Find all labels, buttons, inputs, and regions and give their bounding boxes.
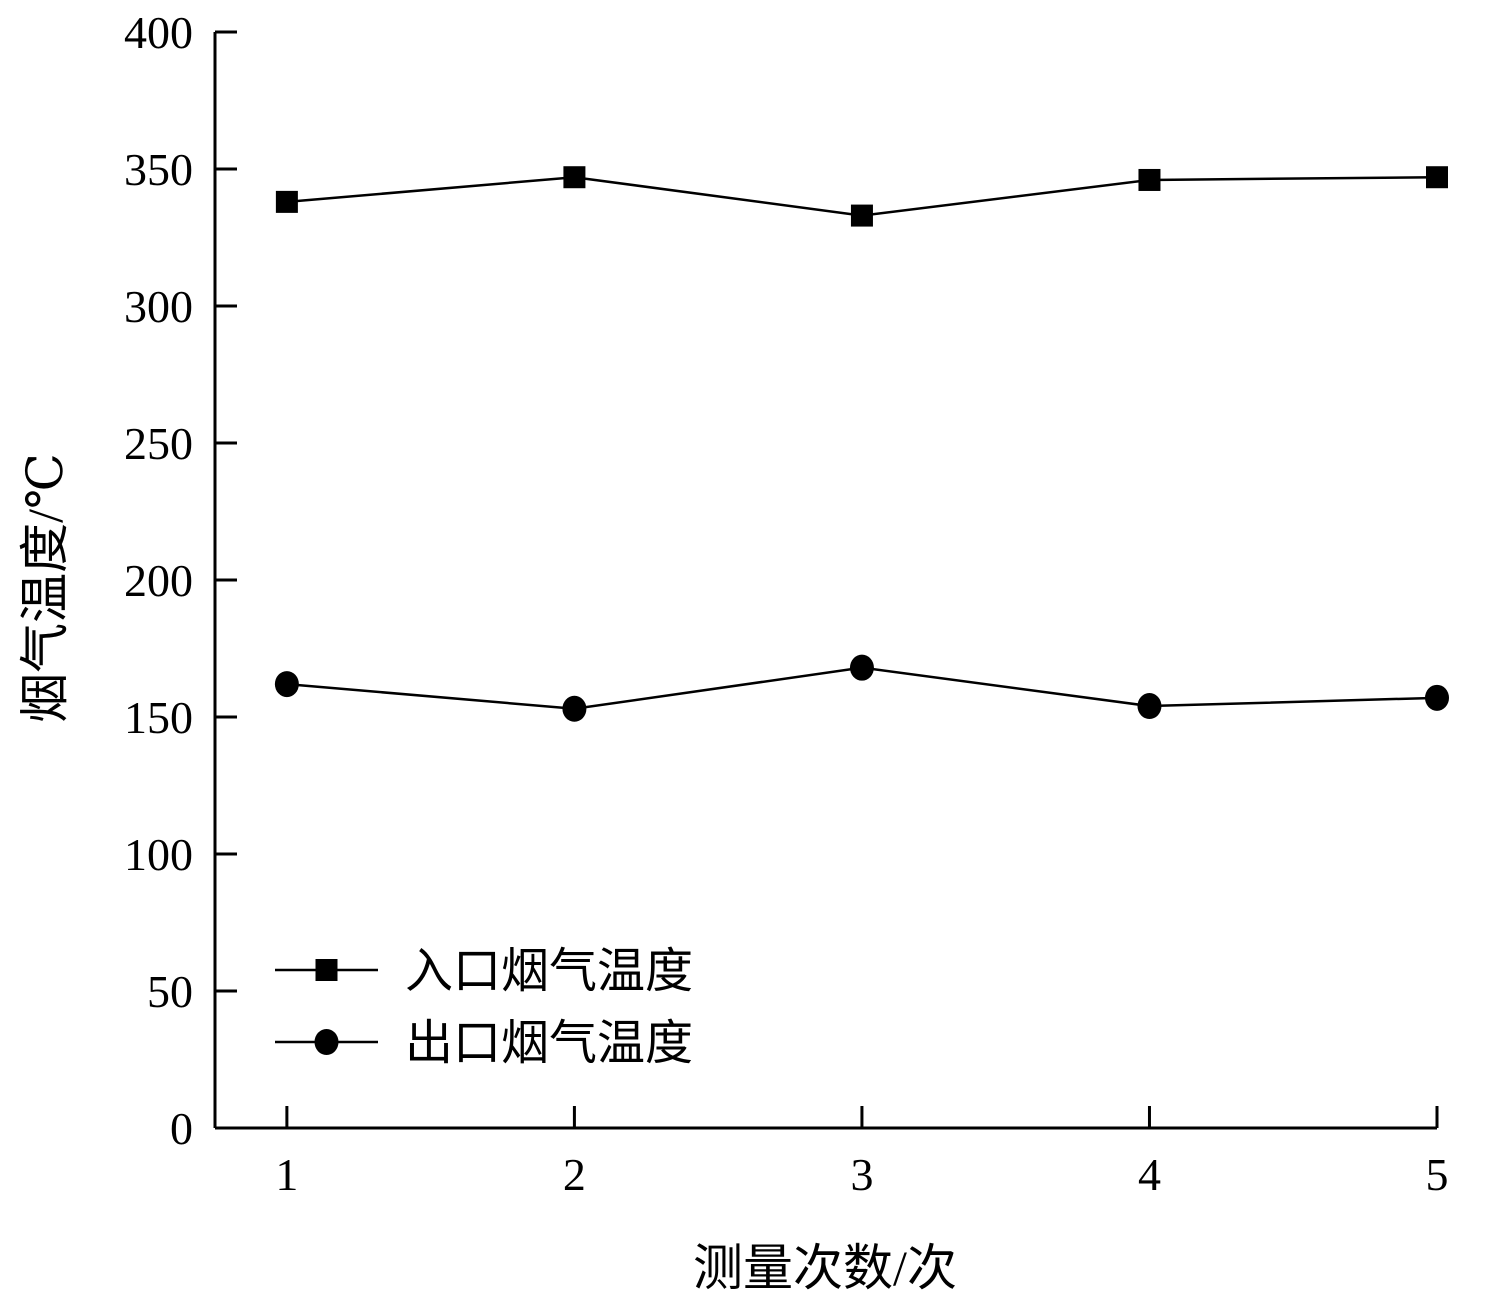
y-tick-label-150: 150 <box>124 692 193 743</box>
y-axis-title: 烟气温度/℃ <box>17 453 73 723</box>
x-axis-title: 测量次数/次 <box>693 1240 957 1296</box>
y-tick-label-250: 250 <box>124 418 193 469</box>
x-tick-label-5: 5 <box>1426 1149 1449 1200</box>
x-tick-label-2: 2 <box>563 1149 586 1200</box>
y-tick-label-0: 0 <box>170 1103 193 1154</box>
y-tick-label-350: 350 <box>124 144 193 195</box>
series-1-point-4 <box>1138 168 1161 191</box>
series-1-point-5 <box>1426 166 1448 189</box>
series-layer <box>274 166 1449 722</box>
y-tick-label-300: 300 <box>124 281 193 332</box>
series-2-point-4 <box>1137 693 1162 720</box>
x-tick-label-4: 4 <box>1138 1149 1161 1200</box>
legend-label-2: 出口烟气温度 <box>405 1017 693 1070</box>
series-1-point-3 <box>850 204 873 227</box>
series-1-point-1 <box>275 190 298 213</box>
series-2 <box>274 654 1449 722</box>
series-2-point-3 <box>849 654 874 681</box>
series-1 <box>275 166 1448 227</box>
legend-marker-1 <box>315 959 338 981</box>
legend-entry-2: 出口烟气温度 <box>275 1017 693 1070</box>
x-tick-label-3: 3 <box>850 1149 873 1200</box>
ticks: 0 50 100 150 200 250 300 350 400 1 2 3 4 5 <box>124 7 1449 1200</box>
series-2-point-5 <box>1425 684 1449 711</box>
y-tick-label-50: 50 <box>147 966 193 1017</box>
legend-entry-1: 入口烟气温度 <box>275 945 693 998</box>
series-2-point-1 <box>274 671 299 698</box>
legend-marker-2 <box>314 1029 339 1055</box>
y-tick-label-200: 200 <box>124 555 193 606</box>
legend-label-1: 入口烟气温度 <box>405 945 693 998</box>
axes <box>213 32 1437 1130</box>
series-1-point-2 <box>563 166 586 189</box>
x-tick-label-1: 1 <box>275 1149 298 1200</box>
y-tick-label-100: 100 <box>124 829 193 880</box>
series-2-point-2 <box>562 695 587 722</box>
y-tick-label-400: 400 <box>124 7 193 58</box>
